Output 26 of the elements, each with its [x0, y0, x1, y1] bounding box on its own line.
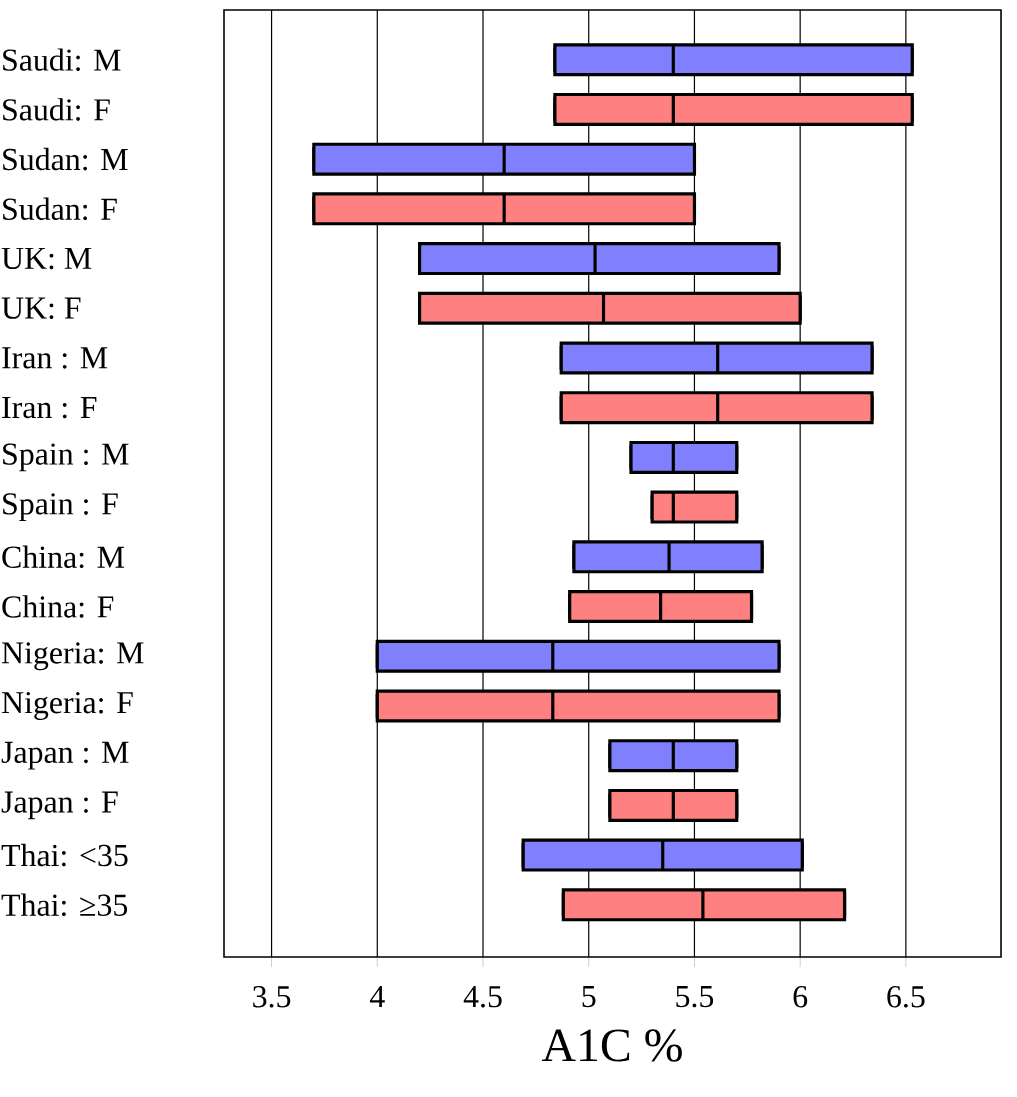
y-tick-label: Spain : M	[3, 443, 129, 472]
x-tick-label: 4.5	[463, 986, 502, 1008]
y-tick-label: Iran : F	[2, 397, 97, 419]
x-axis-title: A1C %	[541, 1029, 682, 1062]
y-tick-label: China: M	[2, 545, 125, 569]
y-tick-label: UK: F	[1, 297, 81, 319]
x-tick-label: 6.5	[887, 986, 925, 1008]
y-tick-label: Sudan: M	[3, 147, 128, 171]
y-tick-label: Nigeria: F	[1, 691, 133, 720]
y-tick-label: Iran : M	[2, 347, 108, 369]
x-tick-label: 5.5	[676, 986, 714, 1008]
x-tick-label: 3.5	[253, 986, 291, 1008]
y-tick-label: UK: M	[1, 247, 92, 270]
y-tick-label: China: F	[2, 595, 114, 618]
y-tick-label: Japan : F	[1, 791, 118, 820]
x-tick-label: 6	[793, 986, 808, 1008]
y-tick-label: Nigeria: M	[1, 642, 144, 671]
y-tick-label: Sudan: F	[3, 197, 117, 221]
y-tick-label: Thai: ≥35	[1, 893, 128, 917]
y-tick-label: Thai: <35	[1, 843, 128, 867]
y-tick-label: Saudi: M	[3, 48, 121, 71]
x-tick-label: 5	[582, 986, 596, 1008]
x-tick-label: 4	[369, 986, 385, 1008]
y-tick-label: Saudi: F	[3, 98, 110, 121]
y-tick-label: Japan : M	[1, 741, 129, 770]
y-tick-label: Spain : F	[3, 493, 118, 522]
